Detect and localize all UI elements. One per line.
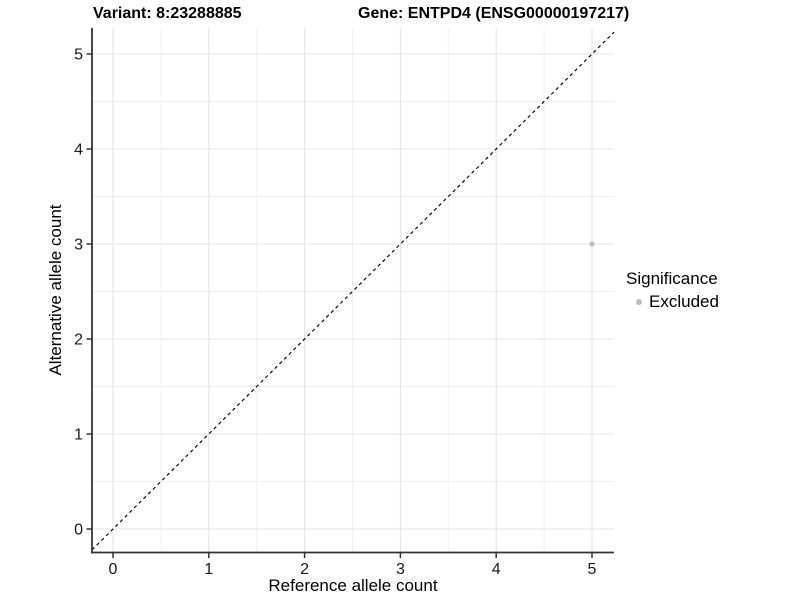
y-tick-label: 1 <box>74 427 83 444</box>
x-tick-label: 0 <box>109 561 118 578</box>
legend-point-icon <box>636 299 642 305</box>
y-axis-title: Alternative allele count <box>46 204 65 376</box>
identity-reference-line <box>91 31 615 551</box>
plot-title-gene: Gene: ENTPD4 (ENSG00000197217) <box>358 5 630 22</box>
legend-title: Significance <box>626 269 718 288</box>
legend: Significance Excluded <box>626 269 719 312</box>
data-point <box>589 241 595 247</box>
x-tick-label: 3 <box>396 561 405 578</box>
x-tick-label: 5 <box>588 561 597 578</box>
y-tick-label: 2 <box>74 332 83 349</box>
y-tick-label: 0 <box>74 522 83 539</box>
y-tick-label: 4 <box>74 142 83 159</box>
y-tick-label: 5 <box>74 47 83 64</box>
legend-item-excluded: Excluded <box>626 292 719 312</box>
legend-item-label: Excluded <box>649 292 719 311</box>
y-tick-label: 3 <box>74 237 83 254</box>
plot-title-variant: Variant: 8:23288885 <box>93 5 242 22</box>
x-axis-title: Reference allele count <box>268 576 438 595</box>
x-tick-label: 4 <box>492 561 501 578</box>
x-tick-label: 2 <box>300 561 309 578</box>
x-tick-label: 1 <box>204 561 213 578</box>
